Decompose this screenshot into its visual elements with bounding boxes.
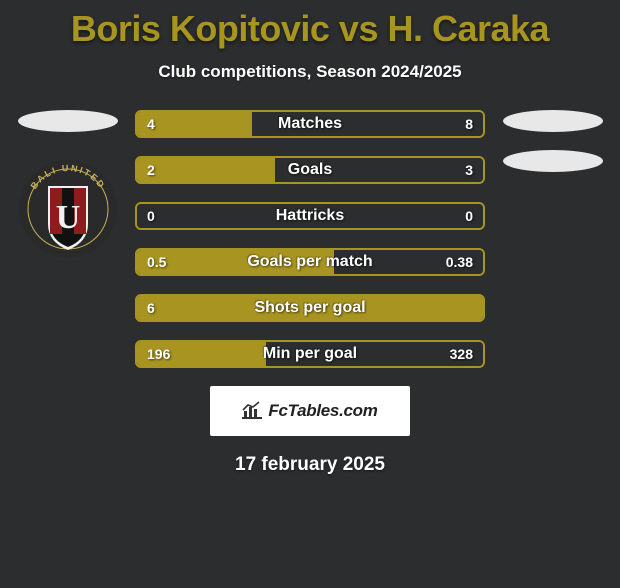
stat-track xyxy=(135,110,485,138)
player-left-placeholder xyxy=(18,110,118,132)
badge-letter: U xyxy=(55,199,80,236)
stat-fill-left xyxy=(137,296,483,320)
stat-track xyxy=(135,248,485,276)
page-title: Boris Kopitovic vs H. Caraka xyxy=(0,8,620,50)
stat-row: Hattricks00 xyxy=(135,202,485,230)
stat-bars: Matches48 Goals23 Hattricks00 Goals per mat… xyxy=(135,110,485,368)
stat-track xyxy=(135,202,485,230)
stat-fill-right xyxy=(137,204,483,228)
player-left-column: BALI UNITED U xyxy=(10,110,125,268)
stat-row: Goals23 xyxy=(135,156,485,184)
stat-fill-right xyxy=(275,158,483,182)
brand-text: FcTables.com xyxy=(268,401,377,421)
stat-fill-right xyxy=(266,342,483,366)
stat-fill-left xyxy=(137,250,334,274)
stat-track xyxy=(135,294,485,322)
stat-row: Matches48 xyxy=(135,110,485,138)
player-right-column xyxy=(495,110,610,190)
stat-row: Shots per goal6 xyxy=(135,294,485,322)
date-text: 17 february 2025 xyxy=(0,454,620,476)
comparison-area: BALI UNITED U Matches48 Goals23 Hattricks0… xyxy=(0,110,620,368)
stat-fill-left xyxy=(137,158,275,182)
club-badge-left: BALI UNITED U xyxy=(18,150,118,268)
stat-row: Goals per match0.50.38 xyxy=(135,248,485,276)
brand-logo: FcTables.com xyxy=(210,386,410,436)
stat-fill-left xyxy=(137,112,252,136)
stat-track xyxy=(135,156,485,184)
stat-fill-left xyxy=(137,342,266,366)
stat-fill-right xyxy=(252,112,483,136)
stat-row: Min per goal196328 xyxy=(135,340,485,368)
stat-track xyxy=(135,340,485,368)
subtitle: Club competitions, Season 2024/2025 xyxy=(0,62,620,82)
chart-icon xyxy=(242,401,262,422)
player-right-placeholder xyxy=(503,110,603,132)
stat-fill-right xyxy=(334,250,483,274)
club-right-placeholder xyxy=(503,150,603,172)
